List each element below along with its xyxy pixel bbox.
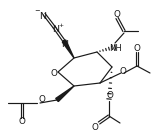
Text: O: O <box>92 122 98 131</box>
Text: O: O <box>38 95 45 104</box>
Text: O: O <box>19 117 25 127</box>
Text: O: O <box>134 44 140 52</box>
Text: N: N <box>61 39 69 48</box>
Polygon shape <box>62 40 74 58</box>
Text: −: − <box>34 8 40 14</box>
Text: O: O <box>51 68 57 78</box>
Text: NH: NH <box>110 44 122 52</box>
Text: O: O <box>120 66 126 75</box>
Text: N: N <box>39 11 47 20</box>
Text: +: + <box>58 23 64 27</box>
Text: N: N <box>53 24 59 33</box>
Polygon shape <box>56 86 74 102</box>
Text: O: O <box>107 92 113 101</box>
Text: O: O <box>113 10 120 18</box>
